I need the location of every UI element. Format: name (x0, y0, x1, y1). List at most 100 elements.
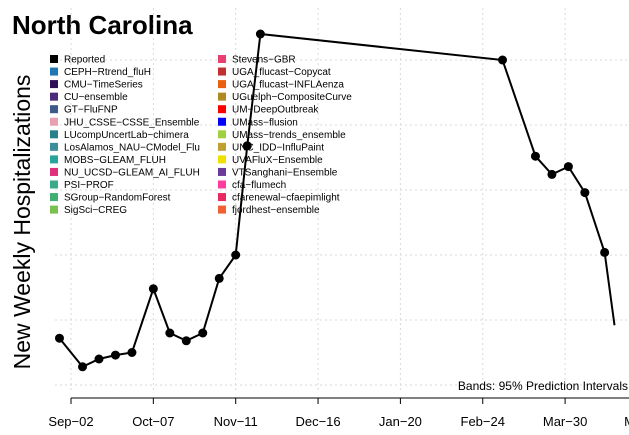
legend-swatch (218, 130, 226, 139)
legend-item: UGA_flucast−INFLAenza (218, 80, 344, 91)
reported-point (214, 273, 224, 283)
legend-label: JHU_CSSE−CSSE_Ensemble (64, 117, 200, 128)
legend-label: cfa−flumech (232, 180, 286, 191)
legend-label: UMass−trends_ensemble (232, 130, 346, 141)
legend-label: UGA_flucast−INFLAenza (232, 80, 344, 91)
legend-label: LUcompUncertLab−chimera (64, 130, 189, 141)
legend-swatch (218, 80, 226, 89)
legend-item: Stevens−GBR (218, 55, 296, 66)
legend-swatch (50, 92, 58, 101)
legend-label: MOBS−GLEAM_FLUH (64, 155, 166, 166)
y-axis-label: New Weekly Hospitalizations (9, 75, 35, 370)
legend-label: UVAFluX−Ensemble (232, 155, 323, 166)
reported-point (94, 354, 104, 364)
x-tick-label: Dec−16 (295, 414, 340, 429)
legend-item: UMass−trends_ensemble (218, 130, 346, 141)
legend-item: VTSanghani−Ensemble (218, 167, 338, 178)
legend-label: UM−DeepOutbreak (232, 105, 319, 116)
legend-item: LUcompUncertLab−chimera (50, 130, 189, 141)
legend-swatch (50, 193, 58, 202)
legend-item: NU_UCSD−GLEAM_AI_FLUH (50, 167, 200, 178)
legend-label: VTSanghani−Ensemble (232, 167, 338, 178)
reported-point (54, 333, 64, 343)
legend-item: UM−DeepOutbreak (218, 105, 319, 116)
legend-label: SigSci−CREG (64, 205, 127, 216)
legend-swatch (50, 180, 58, 189)
legend-item: GT−FluFNP (50, 105, 118, 116)
reported-series (54, 29, 616, 372)
reported-point (255, 29, 265, 39)
legend-label: SGroup−RandomForest (64, 193, 171, 204)
legend-item: CMU−TimeSeries (50, 80, 143, 91)
x-tick-label: Oct−07 (132, 414, 174, 429)
reported-point (165, 328, 175, 338)
legend-label: Reported (64, 55, 105, 66)
legend-item: fjordhest−ensemble (218, 205, 320, 216)
legend-label: UMass−flusion (232, 117, 298, 128)
reported-point (498, 55, 508, 65)
grid (55, 8, 629, 390)
x-tick-label: Sep−02 (48, 414, 93, 429)
legend-swatch (218, 167, 226, 176)
legend-item: JHU_CSSE−CSSE_Ensemble (50, 117, 200, 128)
legend-swatch (50, 117, 58, 126)
legend-label: UGuelph−CompositeCurve (232, 92, 352, 103)
x-axis: Sep−02 Oct−07 Nov−11 Dec−16 Jan−20 Feb−24 Mar−… (48, 397, 629, 429)
legend-item: cfarenewal−cfaepimlight (218, 193, 340, 204)
legend-swatch (50, 55, 58, 63)
legend-swatch (218, 180, 226, 189)
legend-item: LosAlamos_NAU−CModel_Flu (50, 142, 200, 153)
legend-label: UGA_flucast−Copycat (232, 67, 331, 78)
reported-point (231, 250, 241, 260)
legend-item: UVAFluX−Ensemble (218, 155, 323, 166)
legend-item: SGroup−RandomForest (50, 193, 171, 204)
legend-label: GT−FluFNP (64, 105, 118, 116)
reported-point (600, 247, 610, 257)
legend-item: PSI−PROF (50, 180, 114, 191)
reported-point (110, 350, 120, 360)
legend-swatch (50, 167, 58, 176)
legend-swatch (218, 55, 226, 63)
legend-item: UGA_flucast−Copycat (218, 67, 331, 78)
legend-swatch (218, 92, 226, 101)
legend-swatch (50, 205, 58, 214)
x-tick-label: Jan−20 (379, 414, 422, 429)
reported-point (547, 169, 557, 179)
legend-item: MOBS−GLEAM_FLUH (50, 155, 166, 166)
legend-swatch (218, 142, 226, 151)
legend-label: NU_UCSD−GLEAM_AI_FLUH (64, 167, 200, 178)
legend-label: PSI−PROF (64, 180, 114, 191)
legend-item: SigSci−CREG (50, 205, 127, 216)
reported-point (530, 151, 540, 161)
legend-item: UGuelph−CompositeCurve (218, 92, 352, 103)
legend-label: CU−ensemble (64, 92, 128, 103)
legend-swatch (218, 205, 226, 214)
reported-point (580, 188, 590, 198)
legend-label: Stevens−GBR (232, 55, 296, 66)
reported-point (242, 141, 252, 151)
chart-title: North Carolina (12, 10, 193, 40)
legend-item: UMass−flusion (218, 117, 298, 128)
legend-item: Reported (50, 55, 105, 66)
legend-label: CMU−TimeSeries (64, 80, 143, 91)
legend-swatch (50, 67, 58, 76)
reported-point (563, 162, 573, 172)
legend-item: CEPH−Rtrend_fluH (50, 67, 151, 78)
reported-point (127, 348, 137, 357)
reported-point (78, 362, 88, 372)
reported-point (181, 336, 191, 346)
legend-swatch (50, 155, 58, 164)
legend-swatch (50, 105, 58, 114)
legend-swatch (50, 80, 58, 89)
legend-swatch (50, 130, 58, 139)
legend-swatch (50, 142, 58, 151)
legend-swatch (218, 117, 226, 126)
legend-label: cfarenewal−cfaepimlight (232, 193, 340, 204)
legend-swatch (218, 67, 226, 76)
x-tick-label: Nov−11 (214, 414, 258, 429)
legend-item: cfa−flumech (218, 180, 286, 191)
x-tick-label: Mar−30 (543, 414, 587, 429)
legend-item: CU−ensemble (50, 92, 128, 103)
